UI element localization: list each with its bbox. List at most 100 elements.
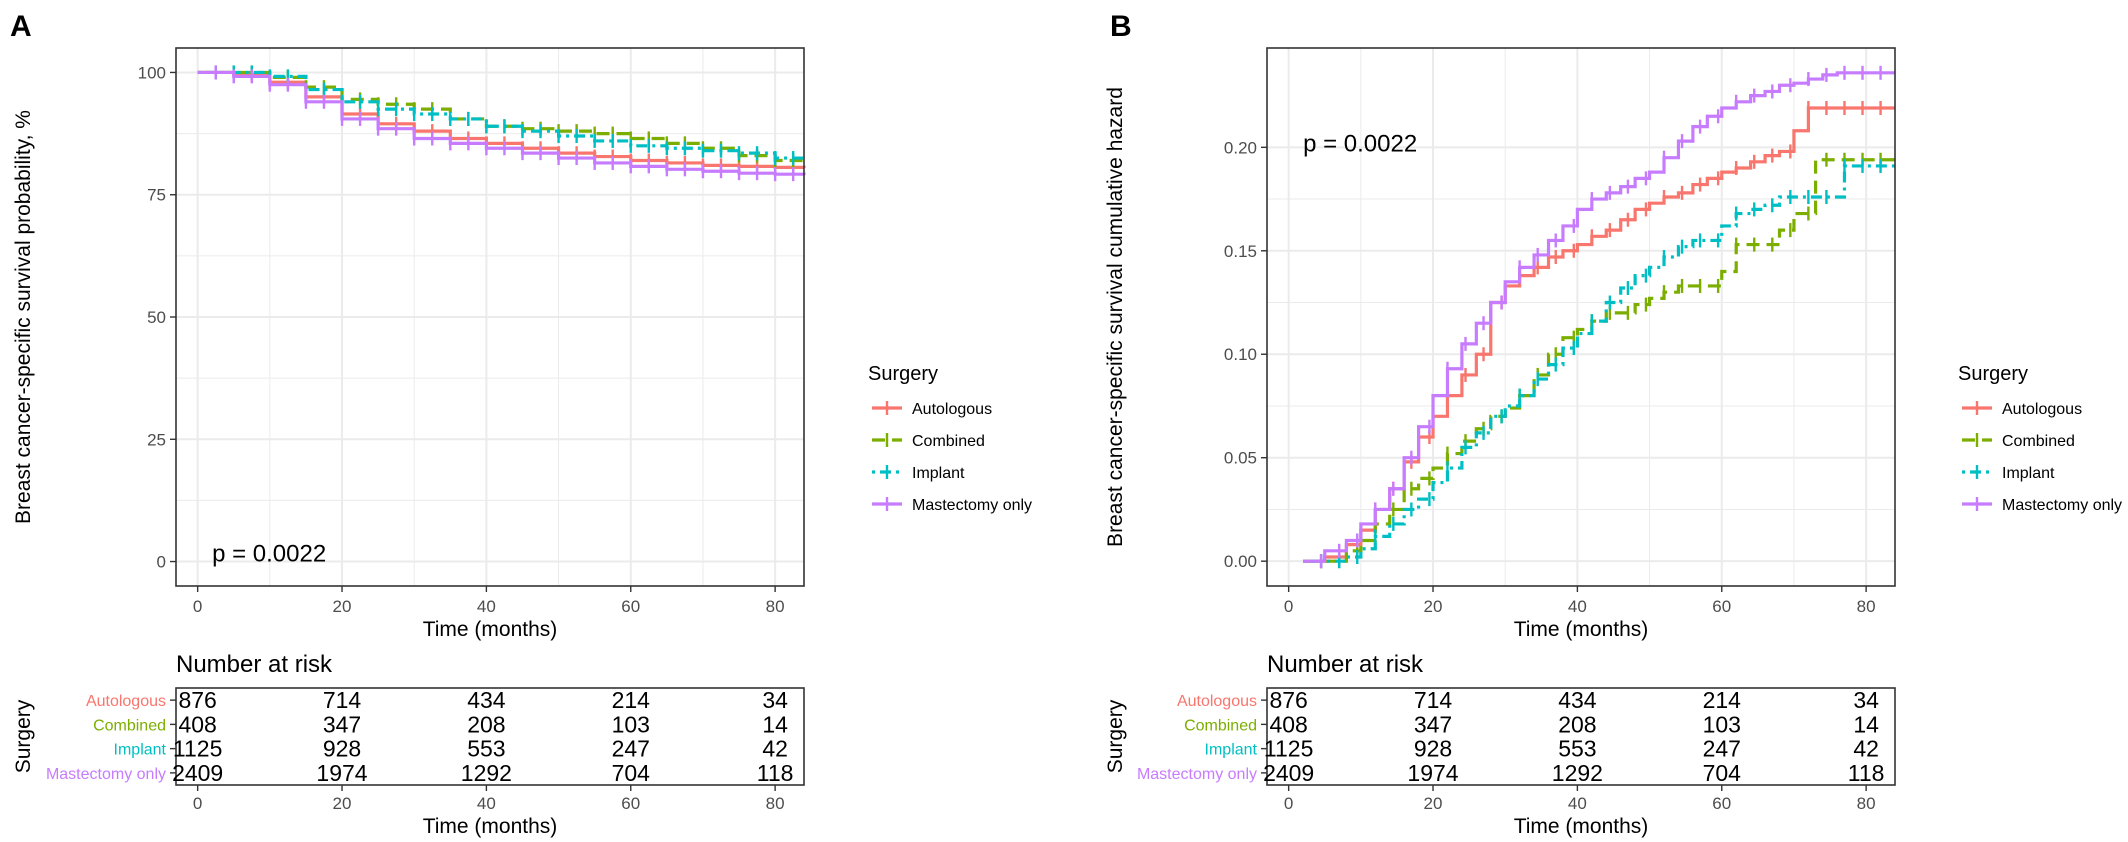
risk-cell: 103 (1703, 711, 1741, 737)
risk-x-tick-label: 40 (1568, 794, 1587, 813)
risk-cell: 42 (762, 736, 788, 762)
risk-cell: 2409 (172, 760, 223, 786)
series-combined (1303, 152, 1895, 569)
risk-cell: 103 (612, 711, 650, 737)
legend-label: Mastectomy only (2002, 497, 2122, 514)
legend-label: Mastectomy only (912, 497, 1032, 514)
x-tick-label: 60 (621, 597, 640, 616)
legend-label: Implant (2002, 465, 2055, 482)
y-tick-label: 0.15 (1224, 242, 1257, 261)
risk-cell: 553 (1558, 736, 1596, 762)
risk-x-tick-label: 20 (333, 794, 352, 813)
legend: Surgery Autologous Combined Implant Mastecto… (868, 363, 1032, 514)
legend-label: Implant (912, 465, 965, 482)
risk-cell: 1974 (316, 760, 367, 786)
risk-cell: 876 (1269, 687, 1307, 713)
risk-x-tick-label: 0 (1284, 794, 1293, 813)
risk-cell: 434 (1558, 687, 1597, 713)
series-implant (1303, 158, 1895, 569)
risk-cell: 876 (178, 687, 216, 713)
series-line (1303, 106, 1895, 563)
series-mastectomy-only (197, 65, 806, 182)
risk-cell: 118 (757, 760, 794, 786)
risk-cell: 14 (762, 711, 788, 737)
risk-table-border (1266, 687, 1896, 786)
y-tick-label: 0.10 (1224, 345, 1257, 364)
risk-cell: 1292 (461, 760, 512, 786)
panel-label: A (10, 10, 32, 43)
risk-cell: 408 (1269, 711, 1307, 737)
risk-cell: 2409 (1263, 760, 1314, 786)
x-tick-label: 40 (1568, 597, 1587, 616)
risk-row-label: Autologous (1177, 693, 1257, 710)
legend-title: Surgery (1958, 363, 2028, 385)
risk-table-title: Number at risk (176, 651, 333, 678)
p-value-annotation: p = 0.0022 (1303, 130, 1417, 157)
y-tick-label: 0.05 (1224, 449, 1257, 468)
x-tick-label: 80 (766, 597, 785, 616)
risk-x-tick-label: 40 (477, 794, 496, 813)
risk-cell: 14 (1853, 711, 1879, 737)
risk-cell: 1292 (1552, 760, 1603, 786)
risk-cell: 347 (323, 711, 361, 737)
gridlines (1267, 48, 1895, 586)
risk-cell: 928 (1414, 736, 1452, 762)
risk-cell: 208 (1558, 711, 1596, 737)
gridlines (176, 48, 804, 586)
risk-cell: 928 (323, 736, 361, 762)
risk-x-tick-label: 80 (1857, 794, 1876, 813)
risk-x-tick-label: 60 (621, 794, 640, 813)
p-value-annotation: p = 0.0022 (212, 541, 326, 568)
y-tick-label: 50 (147, 308, 166, 327)
risk-cell: 34 (762, 687, 788, 713)
y-tick-label: 25 (147, 430, 166, 449)
risk-row-label: Autologous (86, 693, 166, 710)
x-tick-label: 20 (1424, 597, 1443, 616)
risk-cell: 714 (323, 687, 362, 713)
risk-cell: 247 (612, 736, 650, 762)
risk-x-tick-label: 0 (193, 794, 202, 813)
risk-table-title: Number at risk (1267, 651, 1424, 678)
risk-x-tick-label: 60 (1712, 794, 1731, 813)
x-tick-label: 60 (1712, 597, 1731, 616)
y-tick-label: 0.20 (1224, 138, 1257, 157)
x-tick-label: 20 (333, 597, 352, 616)
y-axis-label: Breast cancer-specific survival probabil… (12, 110, 35, 524)
risk-row-label: Combined (1184, 717, 1257, 734)
x-tick-label: 80 (1857, 597, 1876, 616)
panel-b: B 0 20 40 60 80 0.00 0.05 0.10 0.15 0.20 Time (mont… (1104, 10, 2122, 838)
risk-cell: 434 (467, 687, 506, 713)
x-tick-label: 40 (477, 597, 496, 616)
risk-cell: 208 (467, 711, 505, 737)
risk-cell: 214 (612, 687, 651, 713)
risk-x-axis-label: Time (months) (1514, 815, 1649, 838)
risk-cell: 1125 (1264, 736, 1313, 762)
x-tick-label: 0 (1284, 597, 1293, 616)
risk-table-border (175, 687, 805, 786)
y-tick-label: 100 (138, 63, 166, 82)
y-tick-label: 0.00 (1224, 552, 1257, 571)
risk-cell: 118 (1848, 760, 1885, 786)
legend-label: Combined (912, 433, 985, 450)
risk-y-axis-label: Surgery (12, 699, 35, 773)
y-tick-label: 75 (147, 186, 166, 205)
risk-cell: 42 (1853, 736, 1879, 762)
risk-row-label: Implant (114, 742, 167, 759)
risk-cell: 408 (178, 711, 216, 737)
risk-cell: 247 (1703, 736, 1741, 762)
x-axis-label: Time (months) (423, 618, 558, 641)
risk-cell: 347 (1414, 711, 1452, 737)
risk-row-label: Implant (1205, 742, 1258, 759)
series-autologous (1303, 101, 1895, 569)
risk-row-label: Mastectomy only (1137, 766, 1257, 783)
legend: Surgery Autologous Combined Implant Mastecto… (1958, 363, 2122, 514)
plot-border (1266, 47, 1896, 587)
y-axis-label: Breast cancer-specific survival cumulati… (1104, 87, 1127, 547)
risk-table: Number at risk Autologous 876 714 434 214 34 Co… (1104, 651, 1896, 838)
y-tick-label: 0 (157, 553, 166, 572)
risk-row-label: Mastectomy only (46, 766, 166, 783)
risk-cell: 214 (1703, 687, 1742, 713)
x-tick-label: 0 (193, 597, 202, 616)
legend-label: Combined (2002, 433, 2075, 450)
